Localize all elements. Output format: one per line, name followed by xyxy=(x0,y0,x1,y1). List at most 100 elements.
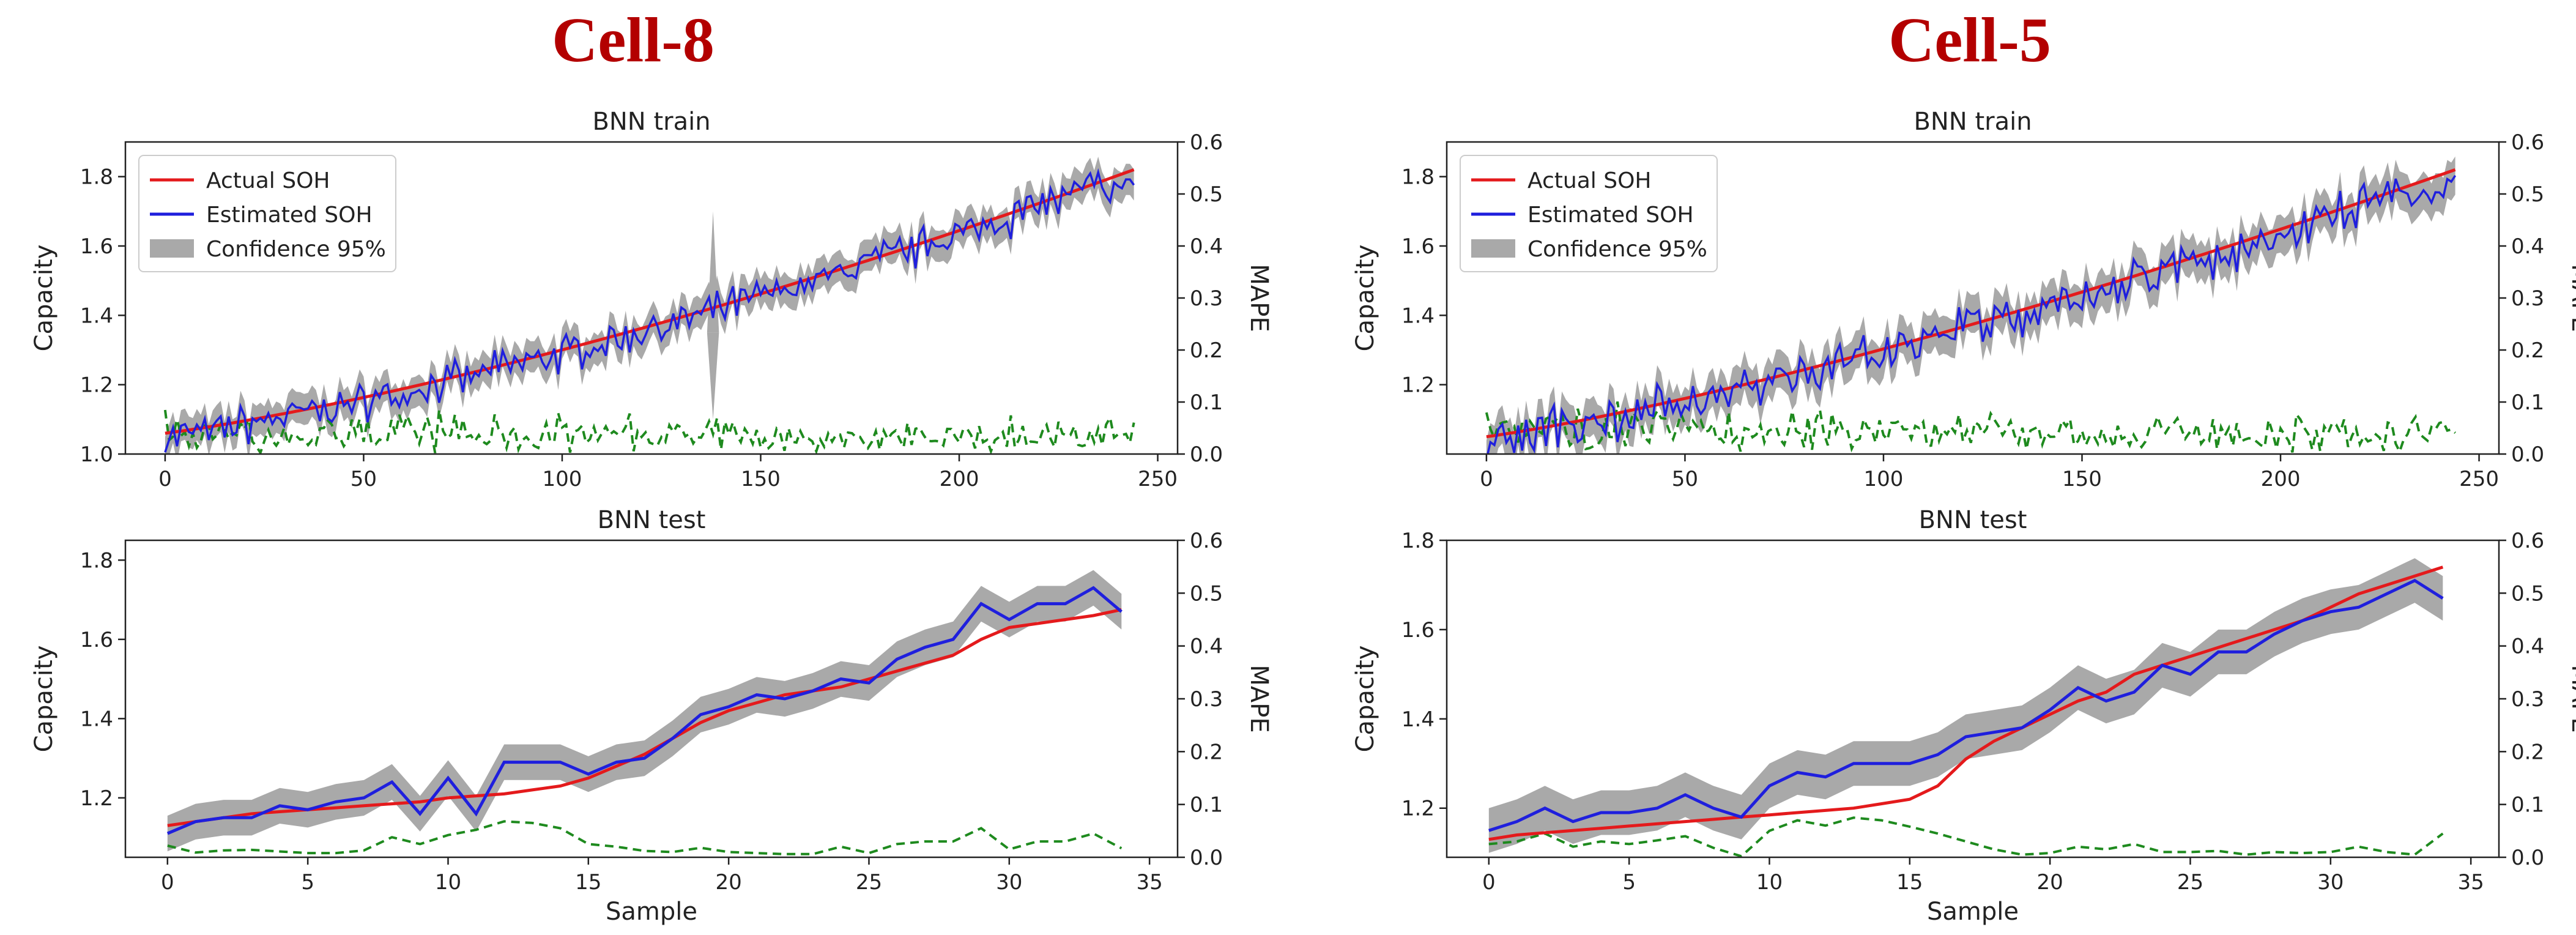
cell-8-test-panel: 0 5 10 15 20 25 30 35 1.2 1.4 1.6 1.8 0.0 0.1 0.2 0.3 0.… xyxy=(30,506,1273,926)
estimated-soh-line xyxy=(164,168,1135,453)
x-tick-label: 25 xyxy=(2177,870,2203,895)
y2-tick-label: 0.1 xyxy=(1190,793,1223,818)
cell-8-train-panel: 0 50 100 150 200 250 1.0 1.2 1.4 1.6 1.8 0.0 0.1 0.2 0… xyxy=(30,108,1273,491)
y2-tick-label: 0.6 xyxy=(1190,130,1223,155)
confidence-band xyxy=(167,570,1122,852)
x-tick-label: 10 xyxy=(435,870,461,895)
y2-tick-label: 0.2 xyxy=(2511,740,2544,764)
panel-title: BNN train xyxy=(592,108,710,136)
cell-5-title: Cell-5 xyxy=(1888,5,2051,75)
y-tick-label: 1.8 xyxy=(1401,165,1435,190)
y2-tick-label: 0.6 xyxy=(2511,130,2544,155)
legend-box xyxy=(138,155,396,272)
x-tick-label: 200 xyxy=(2261,467,2301,491)
y2-tick-label: 0.0 xyxy=(1190,442,1223,467)
x-tick-label: 10 xyxy=(1756,870,1783,895)
legend-confidence-label: Confidence 95% xyxy=(206,237,386,262)
y2-tick-label: 0.2 xyxy=(1190,338,1223,363)
legend-estimated-label: Estimated SOH xyxy=(206,203,373,228)
x-tick-label: 0 xyxy=(161,870,174,895)
x-tick-label: 150 xyxy=(741,467,781,491)
legend-box xyxy=(1460,155,1718,272)
cell-8-title: Cell-8 xyxy=(552,5,715,75)
y-tick-label: 1.4 xyxy=(80,304,113,328)
panel-title: BNN train xyxy=(1913,108,2032,136)
y-tick-label: 1.6 xyxy=(80,628,113,652)
y2-tick-label: 0.6 xyxy=(1190,529,1223,553)
plot-area xyxy=(1488,558,2444,857)
confidence-spike xyxy=(707,332,719,420)
y-tick-label: 1.2 xyxy=(80,786,113,811)
estimated-soh-line xyxy=(1488,578,2444,832)
y2-tick-label: 0.0 xyxy=(2511,442,2544,467)
y-tick-label: 1.0 xyxy=(80,442,113,467)
x-tick-label: 15 xyxy=(1896,870,1923,895)
panel-title: BNN test xyxy=(598,506,706,534)
mape-line xyxy=(163,409,1135,454)
y-tick-label: 1.4 xyxy=(1401,707,1435,732)
x-tick-label: 200 xyxy=(940,467,979,491)
y-tick-label: 1.6 xyxy=(1401,234,1435,259)
plot-area xyxy=(163,157,1135,454)
x-tick-label: 50 xyxy=(1672,467,1698,491)
y2-axis-label: MAPE xyxy=(1245,264,1273,332)
y2-tick-label: 0.6 xyxy=(2511,529,2544,553)
y-axis-label: Capacity xyxy=(1351,245,1379,352)
y2-axis-label: MAPE xyxy=(2566,665,2576,732)
y2-tick-label: 0.5 xyxy=(1190,182,1223,207)
legend-confidence-swatch xyxy=(1471,239,1515,258)
legend-estimated-label: Estimated SOH xyxy=(1527,203,1694,228)
y-tick-label: 1.4 xyxy=(1401,304,1435,328)
mape-line xyxy=(1488,816,2444,857)
y2-tick-label: 0.5 xyxy=(2511,581,2544,606)
y2-tick-label: 0.4 xyxy=(1190,234,1223,259)
y-tick-label: 1.2 xyxy=(80,373,113,398)
y-tick-label: 1.6 xyxy=(80,234,113,259)
y2-tick-label: 0.4 xyxy=(2511,234,2544,259)
x-tick-label: 30 xyxy=(996,870,1022,895)
x-axis-label: Sample xyxy=(1927,898,2019,926)
x-tick-label: 35 xyxy=(2458,870,2484,895)
confidence-band xyxy=(1488,558,2443,853)
y-axis-label: Capacity xyxy=(30,245,58,352)
x-tick-label: 5 xyxy=(301,870,314,895)
y2-tick-label: 0.3 xyxy=(1190,687,1223,712)
panel-title: BNN test xyxy=(1919,506,2027,534)
x-tick-label: 20 xyxy=(716,870,742,895)
y2-tick-label: 0.1 xyxy=(2511,793,2544,818)
plot-area xyxy=(166,570,1123,855)
y2-tick-label: 0.2 xyxy=(2511,338,2544,363)
y2-tick-label: 0.4 xyxy=(2511,635,2544,659)
x-tick-label: 250 xyxy=(2459,467,2499,491)
y2-tick-label: 0.1 xyxy=(2511,390,2544,415)
x-tick-label: 0 xyxy=(158,467,172,491)
actual-soh-line xyxy=(1488,565,2444,841)
estimated-soh-line xyxy=(166,586,1123,835)
x-tick-label: 15 xyxy=(575,870,601,895)
x-tick-label: 25 xyxy=(856,870,882,895)
x-tick-label: 35 xyxy=(1137,870,1163,895)
actual-soh-line xyxy=(167,608,1122,827)
legend-actual-label: Actual SOH xyxy=(1527,168,1651,193)
legend-confidence-swatch xyxy=(150,239,194,258)
cell-5-train-panel: 0 50 100 150 200 250 1.2 1.4 1.6 1.8 0.0 0.1 0.2 0.3 0… xyxy=(1351,108,2576,491)
x-tick-label: 30 xyxy=(2317,870,2344,895)
x-tick-label: 100 xyxy=(543,467,582,491)
y-axis-label: Capacity xyxy=(1351,646,1379,753)
legend-confidence-label: Confidence 95% xyxy=(1527,237,1707,262)
y2-tick-label: 0.0 xyxy=(1190,846,1223,870)
y2-tick-label: 0.3 xyxy=(2511,687,2544,712)
confidence-band xyxy=(165,157,1134,454)
mape-line xyxy=(1485,401,2456,454)
y2-tick-label: 0.5 xyxy=(1190,581,1223,606)
y2-tick-label: 0.3 xyxy=(2511,286,2544,311)
y-tick-label: 1.2 xyxy=(1401,797,1435,821)
y2-axis-label: MAPE xyxy=(2566,264,2576,332)
legend-actual-label: Actual SOH xyxy=(206,168,330,193)
x-tick-label: 20 xyxy=(2037,870,2063,895)
y-tick-label: 1.8 xyxy=(1401,529,1435,553)
y2-tick-label: 0.1 xyxy=(1190,390,1223,415)
x-tick-label: 0 xyxy=(1482,870,1496,895)
y-tick-label: 1.8 xyxy=(80,548,113,573)
y2-tick-label: 0.4 xyxy=(1190,635,1223,659)
